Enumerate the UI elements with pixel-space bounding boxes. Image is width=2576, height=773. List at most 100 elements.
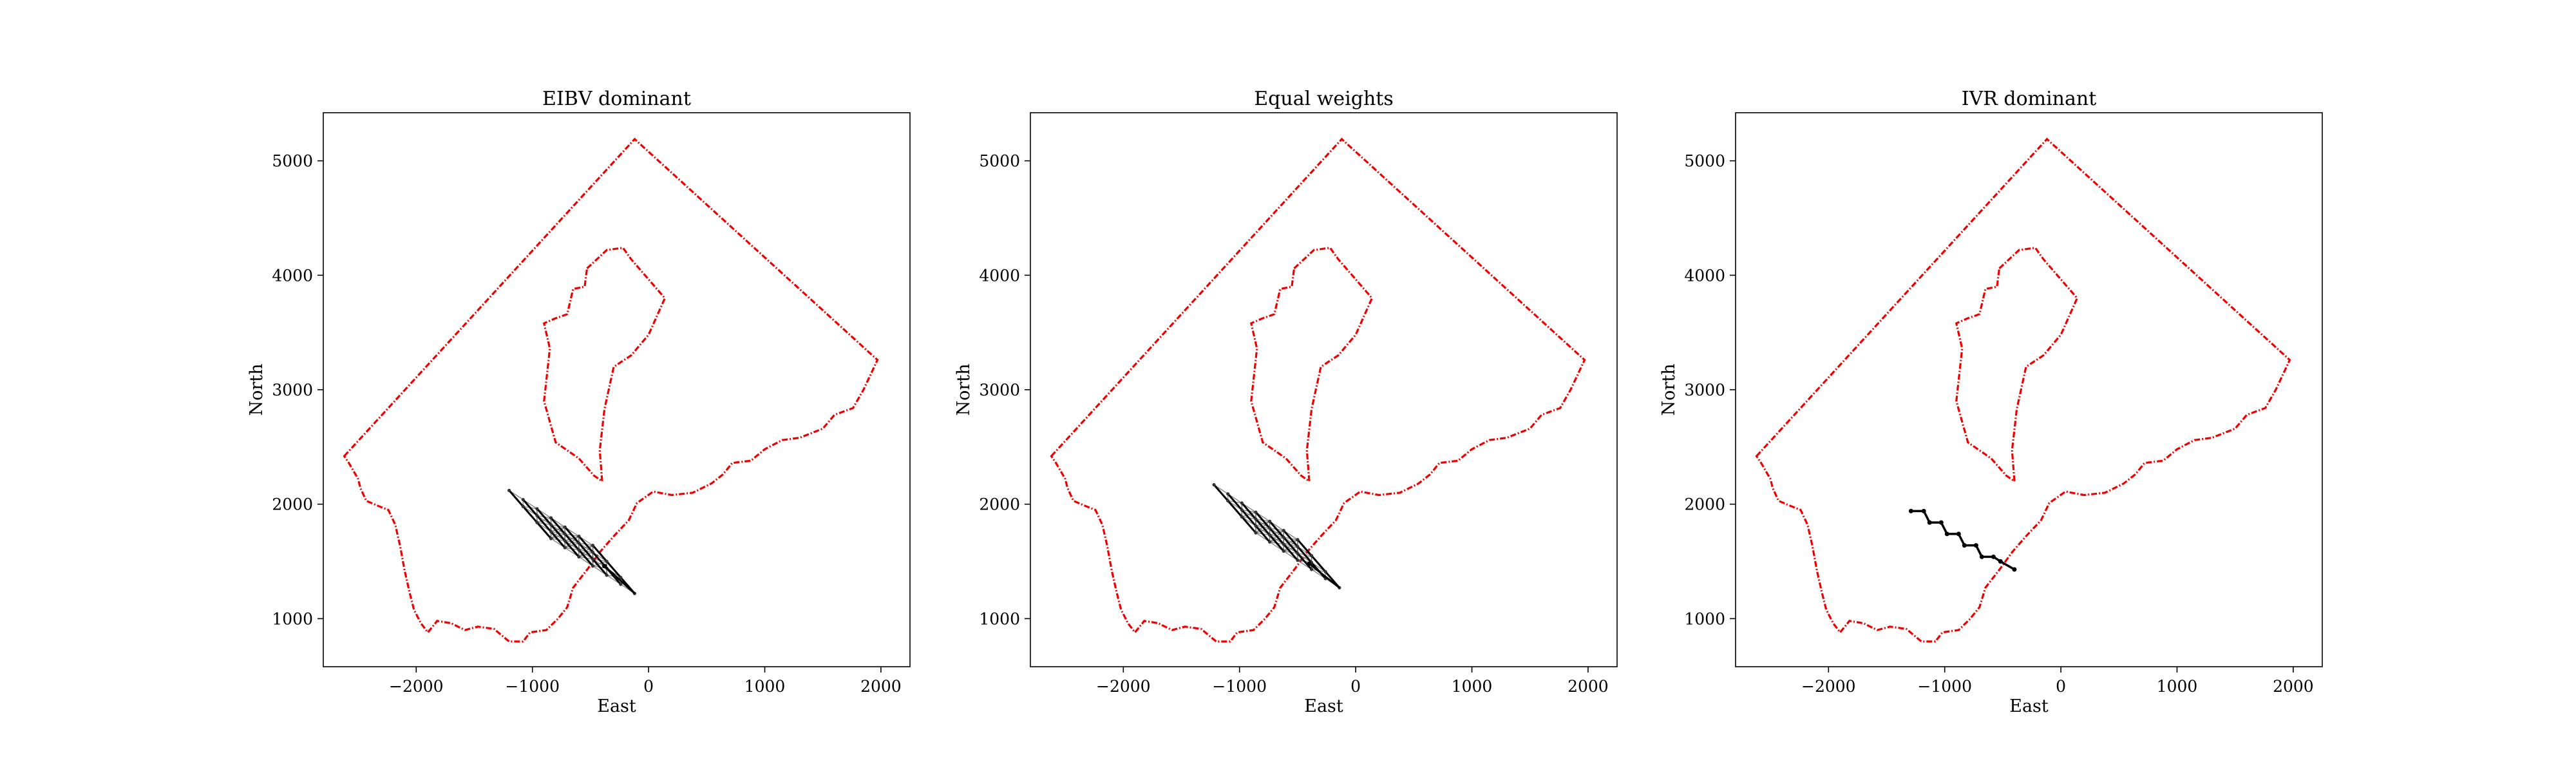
path-segment — [592, 558, 608, 576]
path-node — [549, 537, 553, 540]
path-point — [1921, 508, 1926, 513]
path-segment — [1311, 555, 1327, 573]
y-tick-label: 5000 — [1684, 152, 1725, 171]
y-tick-label: 2000 — [272, 495, 313, 514]
path-segment — [1269, 534, 1285, 552]
path-node — [605, 573, 609, 577]
y-tick-label: 4000 — [272, 266, 313, 285]
path-node — [1240, 501, 1244, 505]
path-node — [563, 539, 567, 543]
x-tick-label: −2000 — [1801, 677, 1856, 696]
path-end-point — [1307, 561, 1312, 566]
path-node — [535, 513, 539, 518]
path-node — [605, 559, 609, 564]
y-tick-label: 5000 — [272, 152, 313, 171]
path-segment — [1227, 500, 1243, 518]
path-segment — [536, 508, 552, 526]
path-segment — [1255, 511, 1271, 529]
subplot-title: Equal weights — [1254, 88, 1393, 110]
path-segment — [564, 533, 580, 551]
island-boundary — [1249, 246, 1374, 484]
x-axis-label: East — [597, 696, 636, 716]
path-point — [1962, 543, 1967, 548]
y-tick-label: 3000 — [979, 381, 1020, 399]
path-segment — [550, 524, 566, 542]
x-tick-label: −2000 — [389, 677, 444, 696]
subplot-eibv-dominant: EIBV dominant East North −2000 −1000 0 1000… — [247, 88, 911, 716]
x-tick-label: −1000 — [1212, 677, 1267, 696]
y-tick-label: 1000 — [979, 609, 1020, 628]
path-segment — [536, 522, 552, 539]
path-node — [549, 516, 553, 520]
path-node — [563, 546, 567, 549]
path-segment — [1241, 516, 1257, 534]
path-node — [1309, 568, 1314, 571]
path-node — [1282, 535, 1285, 539]
path-point — [1956, 531, 1961, 537]
subplot-ivr-dominant: IVR dominant East North −2000 −1000 0 1000 2… — [1659, 88, 2323, 716]
path-node — [1254, 517, 1258, 521]
path-node — [1268, 533, 1272, 537]
path-node — [1254, 524, 1258, 528]
x-tick-label: 2000 — [1567, 677, 1609, 696]
path-node — [591, 544, 595, 548]
y-tick-label: 1000 — [272, 609, 313, 628]
x-tick-label: 0 — [2056, 677, 2066, 696]
x-axis-label: East — [1304, 696, 1343, 716]
path-point — [1973, 543, 1978, 548]
path-node — [1296, 558, 1300, 562]
path-node — [1282, 542, 1285, 546]
path-segment — [1227, 493, 1243, 511]
path-node — [1282, 549, 1285, 553]
path-point — [1938, 520, 1944, 525]
path-point — [1991, 554, 1996, 559]
x-tick-label: −1000 — [1917, 677, 1972, 696]
path-node — [591, 564, 595, 568]
path-segment — [564, 540, 580, 558]
outer-boundary — [1755, 137, 2291, 643]
path-node — [1268, 519, 1272, 523]
y-tick-label: 2000 — [979, 495, 1020, 514]
subplot-title: IVR dominant — [1962, 88, 2097, 110]
path-node — [577, 541, 581, 545]
x-axis-label: East — [2009, 696, 2049, 716]
y-tick-label: 4000 — [979, 266, 1020, 285]
path-node — [563, 525, 567, 529]
outer-boundary — [343, 137, 879, 643]
path-node — [535, 520, 539, 524]
path-segment — [1269, 520, 1285, 539]
path-segment — [2000, 560, 2015, 571]
path-segment — [578, 535, 594, 553]
path-segment — [1255, 525, 1271, 543]
path-segment — [1296, 546, 1312, 564]
path-segment — [1296, 539, 1312, 557]
x-tick-label: 0 — [643, 677, 654, 696]
path-node — [1282, 528, 1285, 533]
y-tick-label: 5000 — [979, 152, 1020, 171]
path-node — [549, 523, 553, 527]
path-segment — [522, 499, 538, 517]
path-node — [1296, 551, 1300, 555]
path-node — [521, 497, 525, 502]
path-segment — [1241, 502, 1257, 520]
axes-frame — [1030, 112, 1618, 667]
path-node — [1254, 531, 1258, 535]
path-segment — [536, 515, 552, 533]
path-node — [591, 550, 595, 554]
path-node — [1268, 526, 1272, 530]
path-segment — [1309, 562, 1340, 589]
x-tick-label: 1000 — [744, 677, 786, 696]
x-tick-label: 2000 — [2273, 677, 2314, 696]
path-node — [1226, 492, 1230, 496]
axes-frame — [323, 112, 911, 667]
path-segment — [1213, 484, 1229, 502]
path-segment — [522, 506, 538, 524]
x-tick-label: −1000 — [505, 677, 560, 696]
path-segment — [1241, 509, 1257, 527]
path-point — [1927, 520, 1932, 525]
subplot-equal-weights: Equal weights East North −2000 −1000 0 1000… — [954, 88, 1618, 716]
path-node — [563, 532, 567, 536]
path-point — [2012, 567, 2017, 572]
path-node — [577, 534, 581, 539]
